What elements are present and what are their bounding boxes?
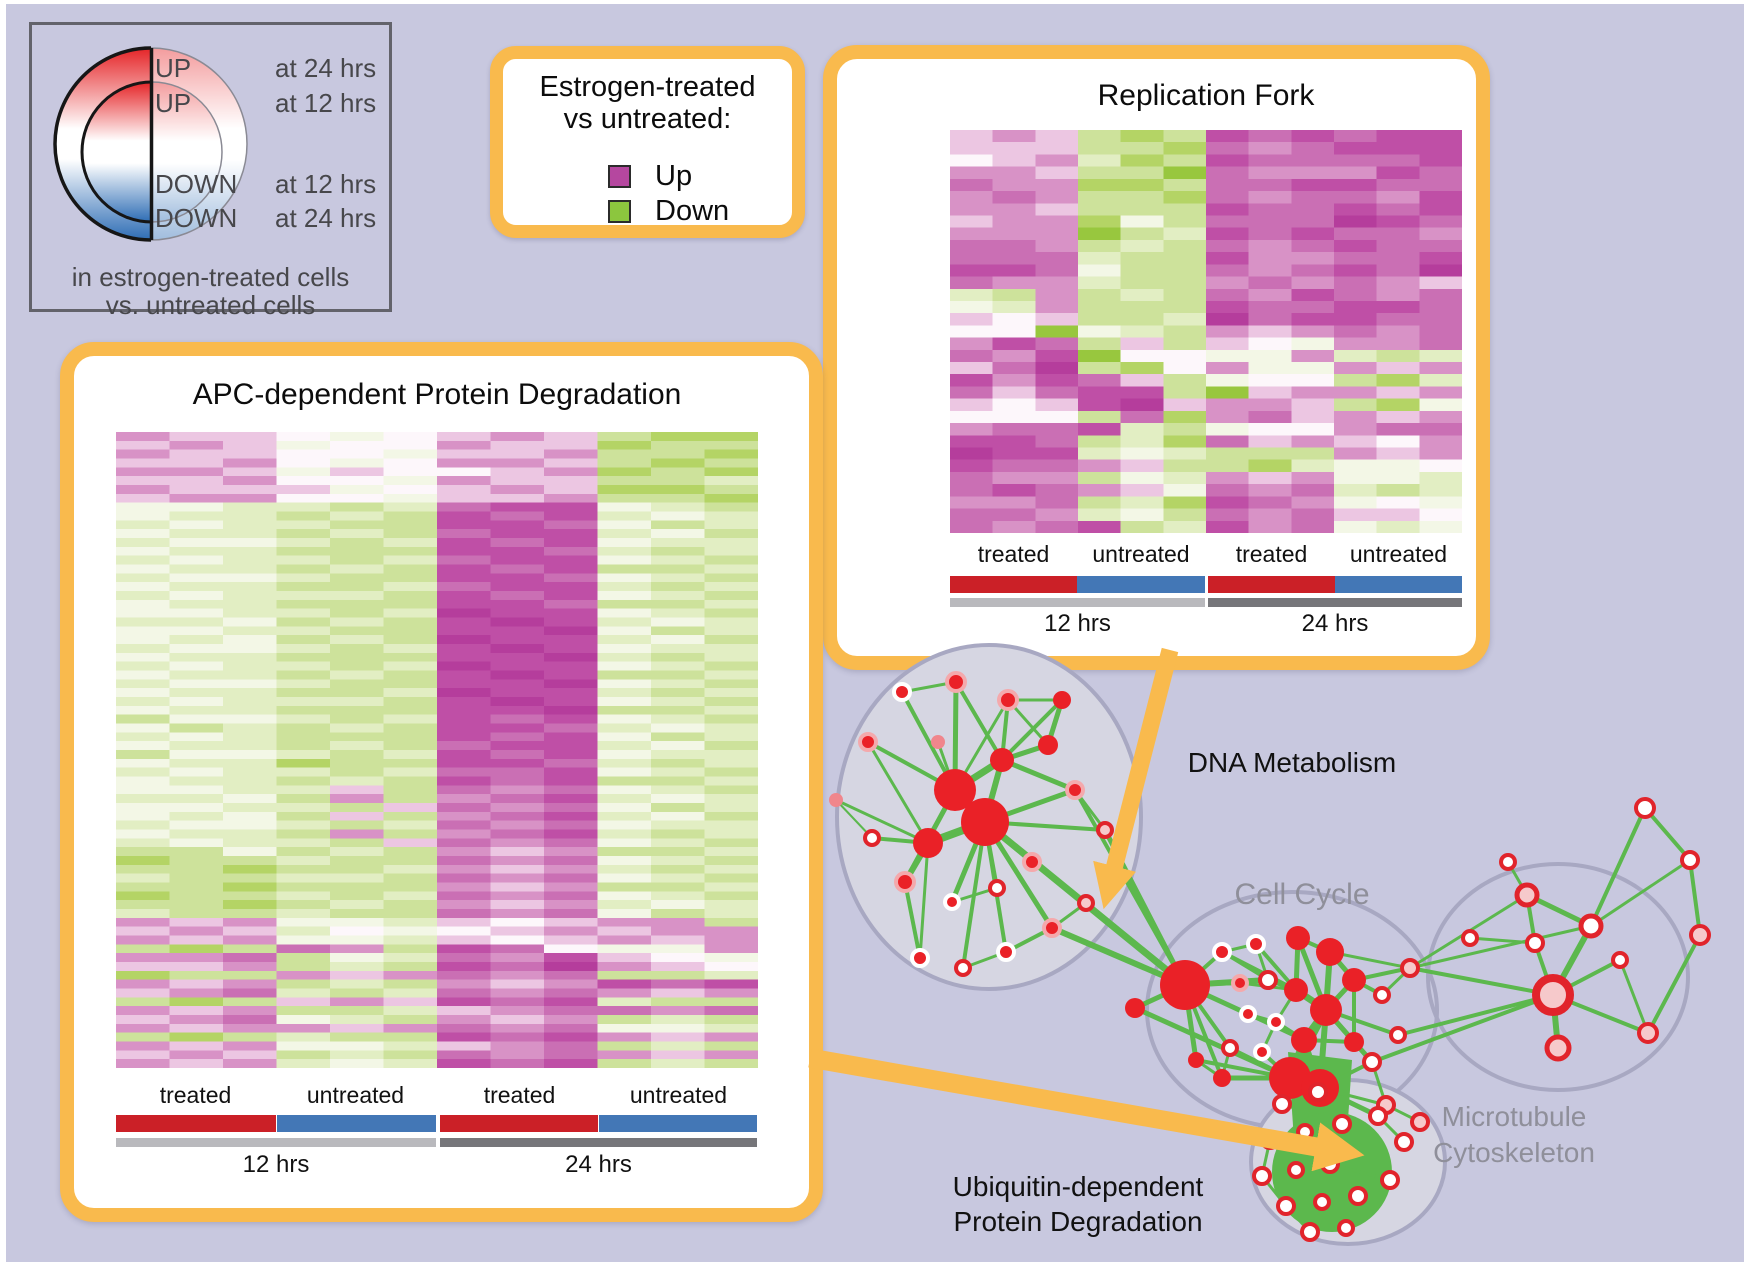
rf-12hr-gray-bar bbox=[950, 598, 1205, 607]
apc-treated-bar-24 bbox=[440, 1115, 598, 1132]
key-up-12-word: UP bbox=[155, 88, 192, 118]
apc-12hr-label: 12 hrs bbox=[242, 1151, 310, 1178]
apc-24hr-gray-bar bbox=[440, 1138, 757, 1147]
up-label: Up bbox=[655, 160, 693, 192]
estrogen-legend-box: Estrogen-treated vs untreated: Up Down bbox=[490, 46, 805, 238]
rf-12hr-label: 12 hrs bbox=[1044, 610, 1111, 637]
apc-untreated-bar-24 bbox=[599, 1115, 757, 1132]
rf-24hr-label: 24 hrs bbox=[1301, 610, 1369, 637]
key-down-24-time: at 24 hrs bbox=[275, 203, 377, 233]
rf-group-treated-24: treated bbox=[1235, 541, 1308, 567]
apc-group-treated-12: treated bbox=[159, 1082, 232, 1108]
apc-group-untreated-12: untreated bbox=[306, 1082, 405, 1108]
updown-key-circles bbox=[53, 46, 248, 242]
key-down-12-time: at 12 hrs bbox=[275, 169, 377, 199]
rf-group-treated-12: treated bbox=[977, 541, 1050, 567]
apc-12hr-gray-bar bbox=[116, 1138, 436, 1147]
key-up-24-word: UP bbox=[155, 53, 192, 83]
key-footer-line1: in estrogen-treated cells bbox=[71, 262, 350, 292]
inner-faded-half bbox=[152, 82, 222, 222]
rf-group-untreated-12: untreated bbox=[1092, 541, 1190, 567]
down-color-swatch bbox=[608, 200, 631, 223]
rf-treated-bar-12 bbox=[950, 576, 1077, 593]
apc-group-untreated-24: untreated bbox=[629, 1082, 728, 1108]
rf-24hr-gray-bar bbox=[1208, 598, 1462, 607]
key-up-12-time: at 12 hrs bbox=[275, 88, 377, 118]
key-up-24-time: at 24 hrs bbox=[275, 53, 377, 83]
replication-fork-panel: Replication Fork treated untreated treat… bbox=[823, 45, 1490, 670]
apc-24hr-label: 24 hrs bbox=[565, 1151, 632, 1178]
rf-untreated-bar-24 bbox=[1335, 576, 1462, 593]
apc-treated-bar-12 bbox=[116, 1115, 276, 1132]
estrogen-legend-title-line2: vs untreated: bbox=[563, 103, 732, 135]
rf-untreated-bar-12 bbox=[1077, 576, 1205, 593]
apc-untreated-bar-12 bbox=[277, 1115, 436, 1132]
apc-heatmap bbox=[116, 432, 758, 1068]
down-label: Down bbox=[655, 195, 730, 227]
key-down-24-word: DOWN bbox=[155, 203, 238, 233]
rf-group-untreated-24: untreated bbox=[1349, 541, 1448, 567]
replication-fork-heatmap bbox=[950, 130, 1462, 533]
apc-group-treated-24: treated bbox=[483, 1082, 556, 1108]
apc-panel: APC-dependent Protein Degradation treate… bbox=[60, 342, 823, 1222]
replication-fork-title: Replication Fork bbox=[1097, 79, 1315, 112]
apc-title: APC-dependent Protein Degradation bbox=[192, 378, 682, 411]
key-down-12-word: DOWN bbox=[155, 169, 238, 199]
up-color-swatch bbox=[608, 165, 631, 188]
rf-treated-bar-24 bbox=[1208, 576, 1335, 593]
key-footer-line2: vs. untreated cells bbox=[105, 290, 316, 320]
estrogen-legend-title-line1: Estrogen-treated bbox=[539, 71, 756, 103]
updown-key-box: UP at 24 hrs UP at 12 hrs DOWN at 12 hrs… bbox=[29, 22, 392, 320]
